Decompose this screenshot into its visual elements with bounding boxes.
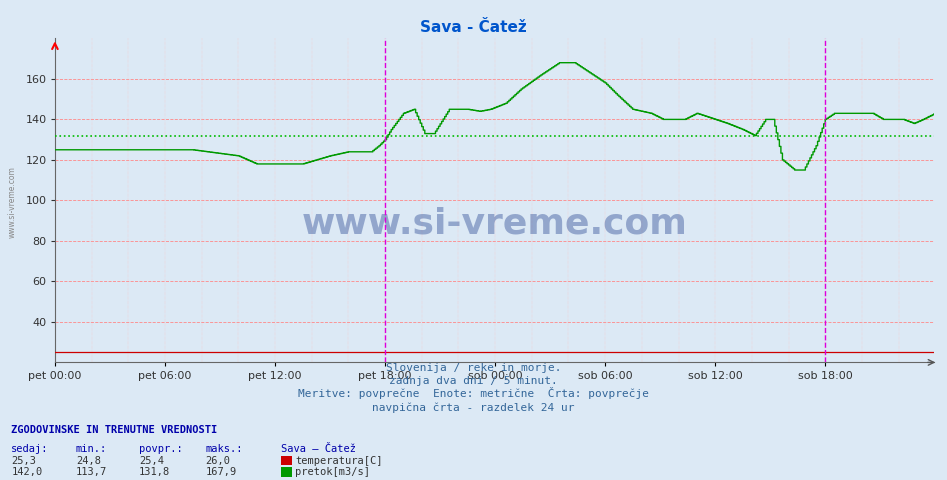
Text: povpr.:: povpr.: — [139, 444, 183, 454]
Text: Slovenija / reke in morje.: Slovenija / reke in morje. — [385, 362, 562, 372]
Text: www.si-vreme.com: www.si-vreme.com — [8, 166, 17, 238]
Text: ZGODOVINSKE IN TRENUTNE VREDNOSTI: ZGODOVINSKE IN TRENUTNE VREDNOSTI — [11, 425, 218, 435]
Text: www.si-vreme.com: www.si-vreme.com — [301, 206, 688, 240]
Text: maks.:: maks.: — [205, 444, 243, 454]
Text: 142,0: 142,0 — [11, 467, 43, 477]
Text: 167,9: 167,9 — [205, 467, 237, 477]
Text: 26,0: 26,0 — [205, 456, 230, 466]
Text: Sava - Čatež: Sava - Čatež — [420, 20, 527, 35]
Text: 113,7: 113,7 — [76, 467, 107, 477]
Text: navpična črta - razdelek 24 ur: navpična črta - razdelek 24 ur — [372, 402, 575, 413]
Text: pretok[m3/s]: pretok[m3/s] — [295, 467, 370, 477]
Text: Sava – Čatež: Sava – Čatež — [281, 444, 356, 454]
Text: 25,4: 25,4 — [139, 456, 164, 466]
Text: min.:: min.: — [76, 444, 107, 454]
Text: temperatura[C]: temperatura[C] — [295, 456, 383, 466]
Text: 25,3: 25,3 — [11, 456, 36, 466]
Text: Meritve: povprečne  Enote: metrične  Črta: povprečje: Meritve: povprečne Enote: metrične Črta:… — [298, 387, 649, 399]
Text: sedaj:: sedaj: — [11, 444, 49, 454]
Text: zadnja dva dni / 5 minut.: zadnja dva dni / 5 minut. — [389, 376, 558, 386]
Text: 131,8: 131,8 — [139, 467, 170, 477]
Text: 24,8: 24,8 — [76, 456, 100, 466]
